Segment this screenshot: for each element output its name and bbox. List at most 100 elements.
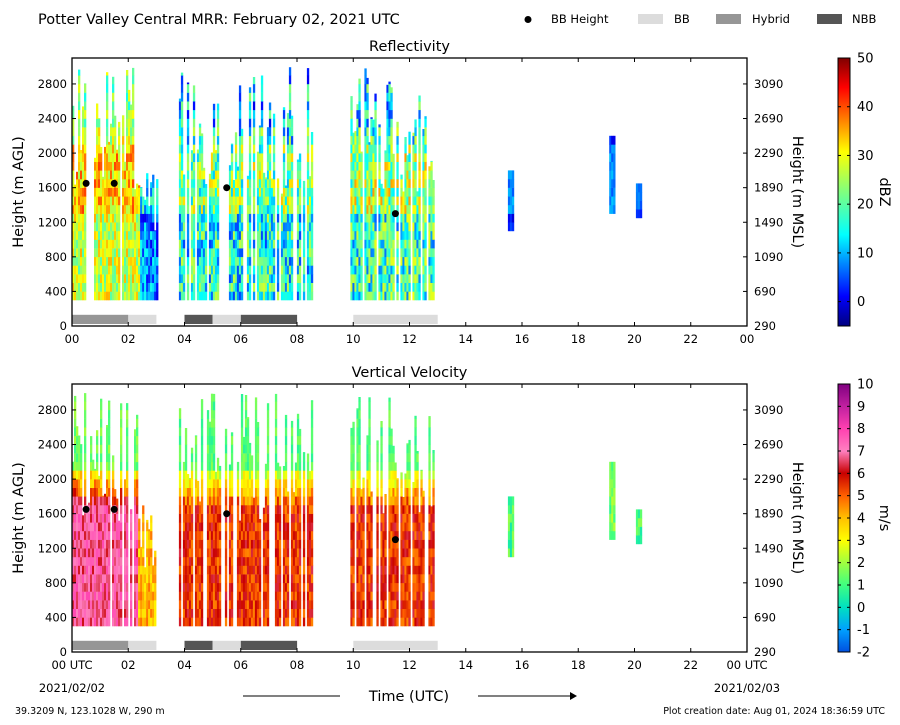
echo-cell [214,153,218,162]
echo-cell [356,282,359,292]
echo-cell [208,539,212,549]
echo-cell [82,109,85,119]
echo-cell [308,591,312,601]
echo-cell [282,556,286,566]
echo-cell [352,608,355,618]
echo-cell [108,479,111,488]
echo-cell [140,222,143,232]
echo-cell [268,239,272,249]
echo-cell [246,187,250,197]
echo-cell [511,513,515,523]
echo-cell [396,230,399,240]
echo-cell [230,161,234,171]
echo-cell [112,187,115,197]
echo-cell [386,135,389,145]
echo-cell [238,222,242,232]
echo-cell [208,582,212,592]
echo-cell [224,496,228,506]
echo-cell [198,522,202,532]
echo-cell [214,591,218,601]
echo-cell [98,531,101,540]
echo-cell [414,282,417,292]
echo-cell [94,157,97,162]
echo-cell [132,256,135,266]
echo-cell [248,574,252,584]
echo-cell [356,435,359,445]
echo-cell [236,505,240,514]
echo-cell [258,248,262,258]
echo-cell [108,187,111,197]
echo-cell [352,591,355,601]
echo-cell [266,205,270,214]
echo-cell [246,196,250,206]
echo-cell [609,179,612,188]
echo-cell [266,531,270,540]
echo-cell [196,205,200,214]
echo-cell [256,600,260,609]
echo-cell [414,548,417,558]
echo-cell [380,565,383,575]
echo-cell [264,556,268,566]
echo-cell [246,282,250,292]
echo-cell [84,539,87,549]
echo-cell [132,101,135,111]
echo-cell [240,274,244,283]
echo-cell [404,265,407,275]
echo-cell [142,222,145,232]
echo-cell [136,556,139,566]
echo-cell [82,205,85,214]
echo-cell [282,591,286,601]
echo-cell [210,531,214,540]
echo-cell [276,513,280,523]
echo-cell [236,531,240,540]
echo-cell [298,505,302,514]
echo-cell [252,127,256,137]
echo-cell [356,408,359,411]
echo-cell [200,565,204,575]
echo-cell [90,531,93,540]
echo-cell [386,248,389,258]
echo-cell [430,574,433,584]
echo-cell [106,479,109,488]
echo-cell [613,470,616,480]
echo-cell [509,179,513,188]
echo-cell [254,608,258,618]
echo-cell [72,608,75,618]
echo-cell [260,213,264,223]
echo-cell [186,479,190,488]
echo-cell [354,291,357,301]
echo-cell [80,505,83,514]
echo-cell [609,513,612,523]
echo-cell [126,282,129,292]
echo-cell [144,265,147,275]
echo-cell [98,161,101,171]
echo-cell [368,222,371,232]
echo-cell [204,213,208,223]
echo-cell [148,574,151,584]
echo-cell [194,591,198,601]
echo-cell [106,435,109,445]
echo-cell [388,256,391,266]
echo-cell [190,522,194,532]
echo-cell [230,479,234,488]
echo-cell [280,222,284,232]
echo-cell [288,248,292,258]
echo-cell [414,487,417,497]
echo-cell [244,608,248,618]
echo-cell [262,205,266,214]
echo-cell [114,548,117,558]
echo-cell [106,187,109,197]
echo-cell [284,496,288,506]
echo-cell [406,565,409,575]
echo-cell [246,565,250,575]
echo-cell [416,291,419,301]
echo-cell [388,187,391,197]
echo-cell [306,127,310,137]
echo-cell [78,531,81,540]
echo-cell [392,461,395,471]
echo-cell [412,187,415,197]
echo-cell [106,274,109,283]
echo-cell [408,256,411,266]
echo-cell [116,170,119,180]
echo-cell [352,574,355,584]
